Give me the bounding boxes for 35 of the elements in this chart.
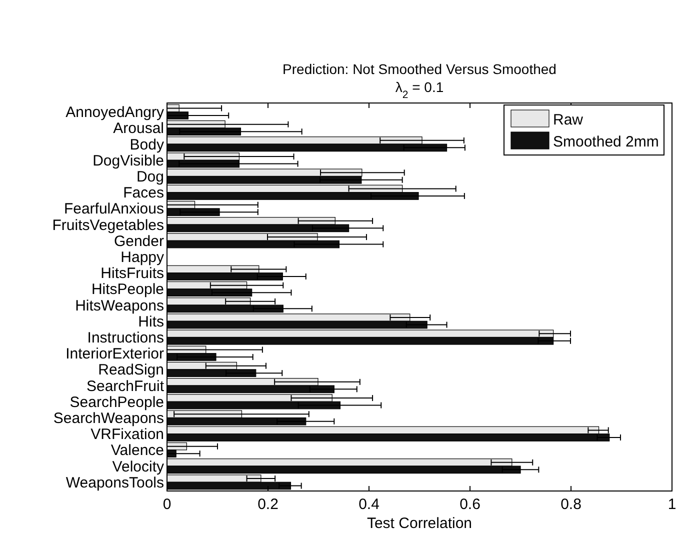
y-tick-label: InteriorExterior: [66, 346, 164, 363]
y-tick-label: Instructions: [87, 330, 164, 346]
y-tick-label: Happy: [120, 249, 164, 266]
x-tick-label: 0.6: [460, 496, 480, 513]
y-tick-label: FearfulAnxious: [64, 200, 164, 218]
y-tick-label: Dog: [136, 168, 164, 186]
y-tick-label: HitsFruits: [100, 265, 164, 282]
y-tick-label: Velocity: [112, 458, 164, 476]
y-tick-label: Body: [130, 136, 164, 154]
y-tick-label: DogVisible: [92, 152, 164, 170]
y-tick-label: SearchFruit: [86, 378, 165, 395]
chart-subtitle: λ$_{2}$ = 0.1: [395, 79, 444, 101]
y-tick-label: Hits: [138, 313, 164, 330]
x-tick-label: 1: [668, 496, 676, 513]
y-tick-label: Gender: [114, 232, 164, 250]
y-tick-label: Faces: [123, 184, 164, 202]
y-tick-label: WeaponsTools: [66, 474, 164, 492]
y-tick-label: HitsPeople: [91, 281, 164, 298]
y-tick-label: AnnoyedAngry: [66, 104, 164, 122]
y-tick-label: VRFixation: [90, 426, 164, 444]
legend-label: Raw: [553, 111, 584, 128]
chart-title: Prediction: Not Smoothed Versus Smoothed: [282, 61, 556, 77]
x-tick-label: 0.4: [358, 496, 380, 513]
x-tick-label: 0.2: [258, 496, 278, 513]
legend-label: Smoothed 2mm: [553, 133, 659, 150]
y-tick-label: Valence: [110, 442, 164, 460]
y-tick-label: FruitsVegetables: [52, 216, 164, 234]
y-tick-label: SearchWeapons: [53, 410, 164, 427]
x-tick-label: 0.8: [560, 496, 582, 513]
y-tick-label: Arousal: [113, 120, 164, 138]
x-tick-label: 0: [162, 496, 172, 513]
x-axis-title: Test Correlation: [366, 515, 472, 532]
y-tick-label: ReadSign: [98, 362, 164, 379]
y-tick-label: HitsWeapons: [75, 297, 164, 314]
y-tick-label: SearchPeople: [70, 394, 164, 411]
